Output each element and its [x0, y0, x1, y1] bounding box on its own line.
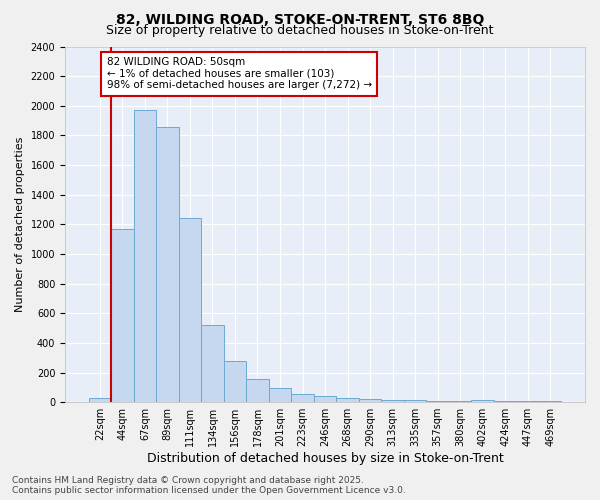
Bar [404, 400, 427, 402]
Bar [134, 110, 156, 402]
Bar [156, 128, 179, 402]
Text: 82 WILDING ROAD: 50sqm
← 1% of detached houses are smaller (103)
98% of semi-det: 82 WILDING ROAD: 50sqm ← 1% of detached … [107, 57, 372, 90]
Bar [291, 394, 314, 402]
Text: Contains HM Land Registry data © Crown copyright and database right 2025.
Contai: Contains HM Land Registry data © Crown c… [12, 476, 406, 495]
Bar [269, 388, 291, 402]
Bar [246, 379, 269, 402]
Bar [224, 362, 246, 402]
X-axis label: Distribution of detached houses by size in Stoke-on-Trent: Distribution of detached houses by size … [146, 452, 503, 465]
Bar [89, 398, 111, 402]
Bar [336, 398, 359, 402]
Text: 82, WILDING ROAD, STOKE-ON-TRENT, ST6 8BQ: 82, WILDING ROAD, STOKE-ON-TRENT, ST6 8B… [116, 12, 484, 26]
Bar [111, 229, 134, 402]
Bar [179, 218, 201, 402]
Bar [472, 400, 494, 402]
Bar [359, 399, 381, 402]
Text: Size of property relative to detached houses in Stoke-on-Trent: Size of property relative to detached ho… [106, 24, 494, 37]
Bar [381, 400, 404, 402]
Bar [314, 396, 336, 402]
Bar [201, 325, 224, 402]
Y-axis label: Number of detached properties: Number of detached properties [15, 136, 25, 312]
